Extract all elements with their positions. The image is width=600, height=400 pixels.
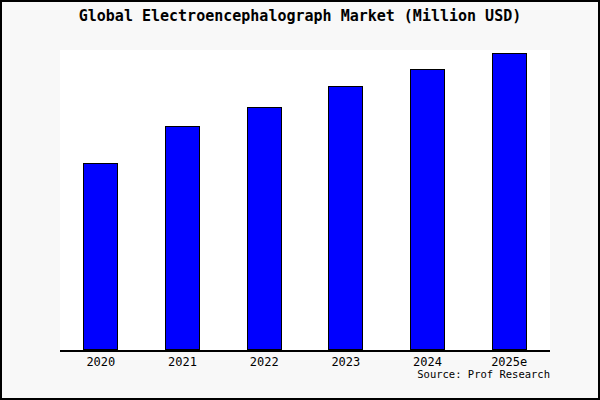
bar-slot-2024 (387, 50, 469, 350)
source-caption: Source: Prof Research (417, 368, 550, 381)
bar-slot-2023 (305, 50, 387, 350)
bar-2022 (247, 107, 282, 350)
x-tick-label-2024: 2024 (387, 355, 469, 369)
x-tick-label-2021: 2021 (142, 355, 224, 369)
bar-2025e (492, 53, 527, 350)
chart-title: Global Electroencephalograph Market (Mil… (2, 7, 598, 25)
bar-slot-2025e (468, 50, 550, 350)
bar-2023 (328, 86, 363, 350)
chart-frame: Global Electroencephalograph Market (Mil… (0, 0, 600, 400)
x-tick-label-2022: 2022 (223, 355, 305, 369)
x-tick-label-2023: 2023 (305, 355, 387, 369)
bar-2024 (410, 69, 445, 350)
bar-slot-2021 (142, 50, 224, 350)
bars-layer (60, 50, 550, 350)
bar-2021 (165, 126, 200, 350)
plot-area (60, 50, 550, 352)
bar-2020 (83, 163, 118, 350)
bar-slot-2022 (223, 50, 305, 350)
x-axis-labels: 202020212022202320242025e (60, 355, 550, 369)
bar-slot-2020 (60, 50, 142, 350)
x-tick-label-2025e: 2025e (468, 355, 550, 369)
x-tick-label-2020: 2020 (60, 355, 142, 369)
